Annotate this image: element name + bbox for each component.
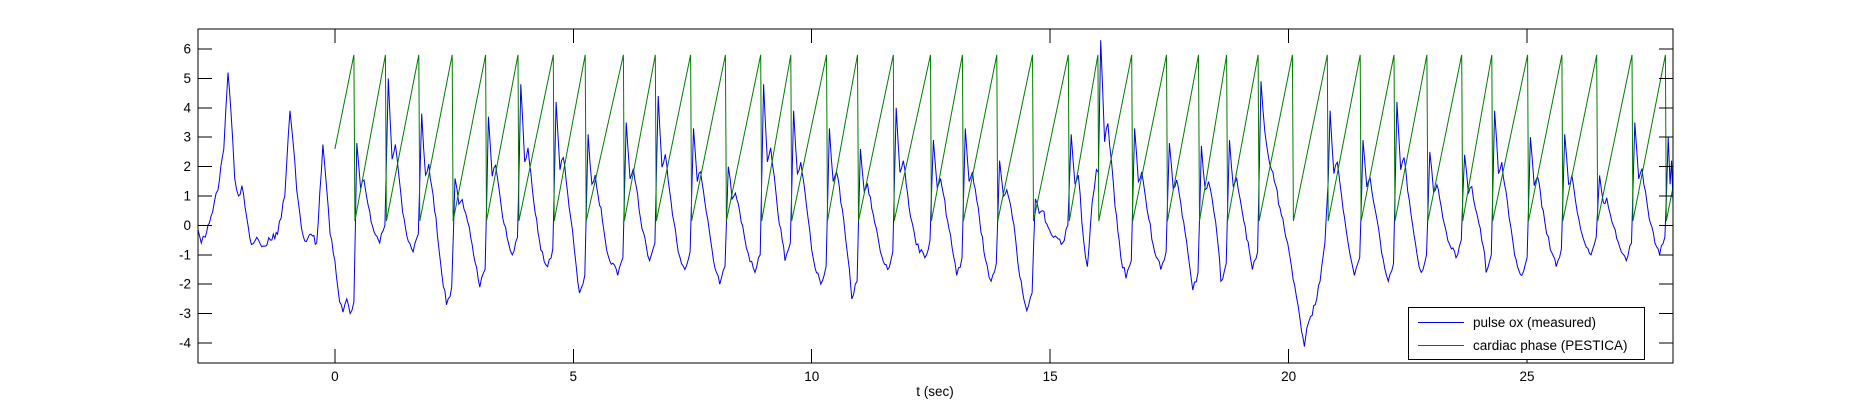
legend-label-cardiac-phase: cardiac phase (PESTICA) [1473, 337, 1628, 353]
y-tick-label: -4 [179, 336, 191, 351]
y-tick-label: -3 [179, 306, 191, 321]
x-tick-label: 10 [804, 369, 819, 384]
x-tick-label: 5 [570, 369, 578, 384]
x-tick-label: 25 [1520, 369, 1535, 384]
y-tick-label: -2 [179, 277, 191, 292]
cardiac-phase-line [334, 54, 1673, 222]
legend-box: pulse ox (measured) cardiac phase (PESTI… [1408, 307, 1645, 360]
y-tick-label: 2 [183, 159, 191, 174]
x-tick-label: 20 [1281, 369, 1296, 384]
legend-label-pulse-ox: pulse ox (measured) [1473, 314, 1597, 330]
y-tick-label: -1 [179, 247, 191, 262]
legend-entry-pulse-ox: pulse ox (measured) [1409, 313, 1644, 331]
cardiac-phase-line-sample [1418, 344, 1464, 346]
pulse-ox-line-sample [1418, 321, 1464, 323]
y-tick-label: 6 [183, 41, 191, 56]
x-axis-label: t (sec) [916, 384, 954, 399]
y-tick-label: 4 [183, 100, 191, 115]
y-tick-label: 1 [183, 189, 191, 204]
y-tick-label: 5 [183, 71, 191, 86]
y-tick-label: 3 [183, 130, 191, 145]
x-tick-label: 0 [331, 369, 339, 384]
legend-entry-cardiac-phase: cardiac phase (PESTICA) [1409, 336, 1644, 354]
series-group [198, 40, 1673, 347]
y-tick-label: 0 [183, 218, 191, 233]
x-tick-label: 15 [1043, 369, 1058, 384]
